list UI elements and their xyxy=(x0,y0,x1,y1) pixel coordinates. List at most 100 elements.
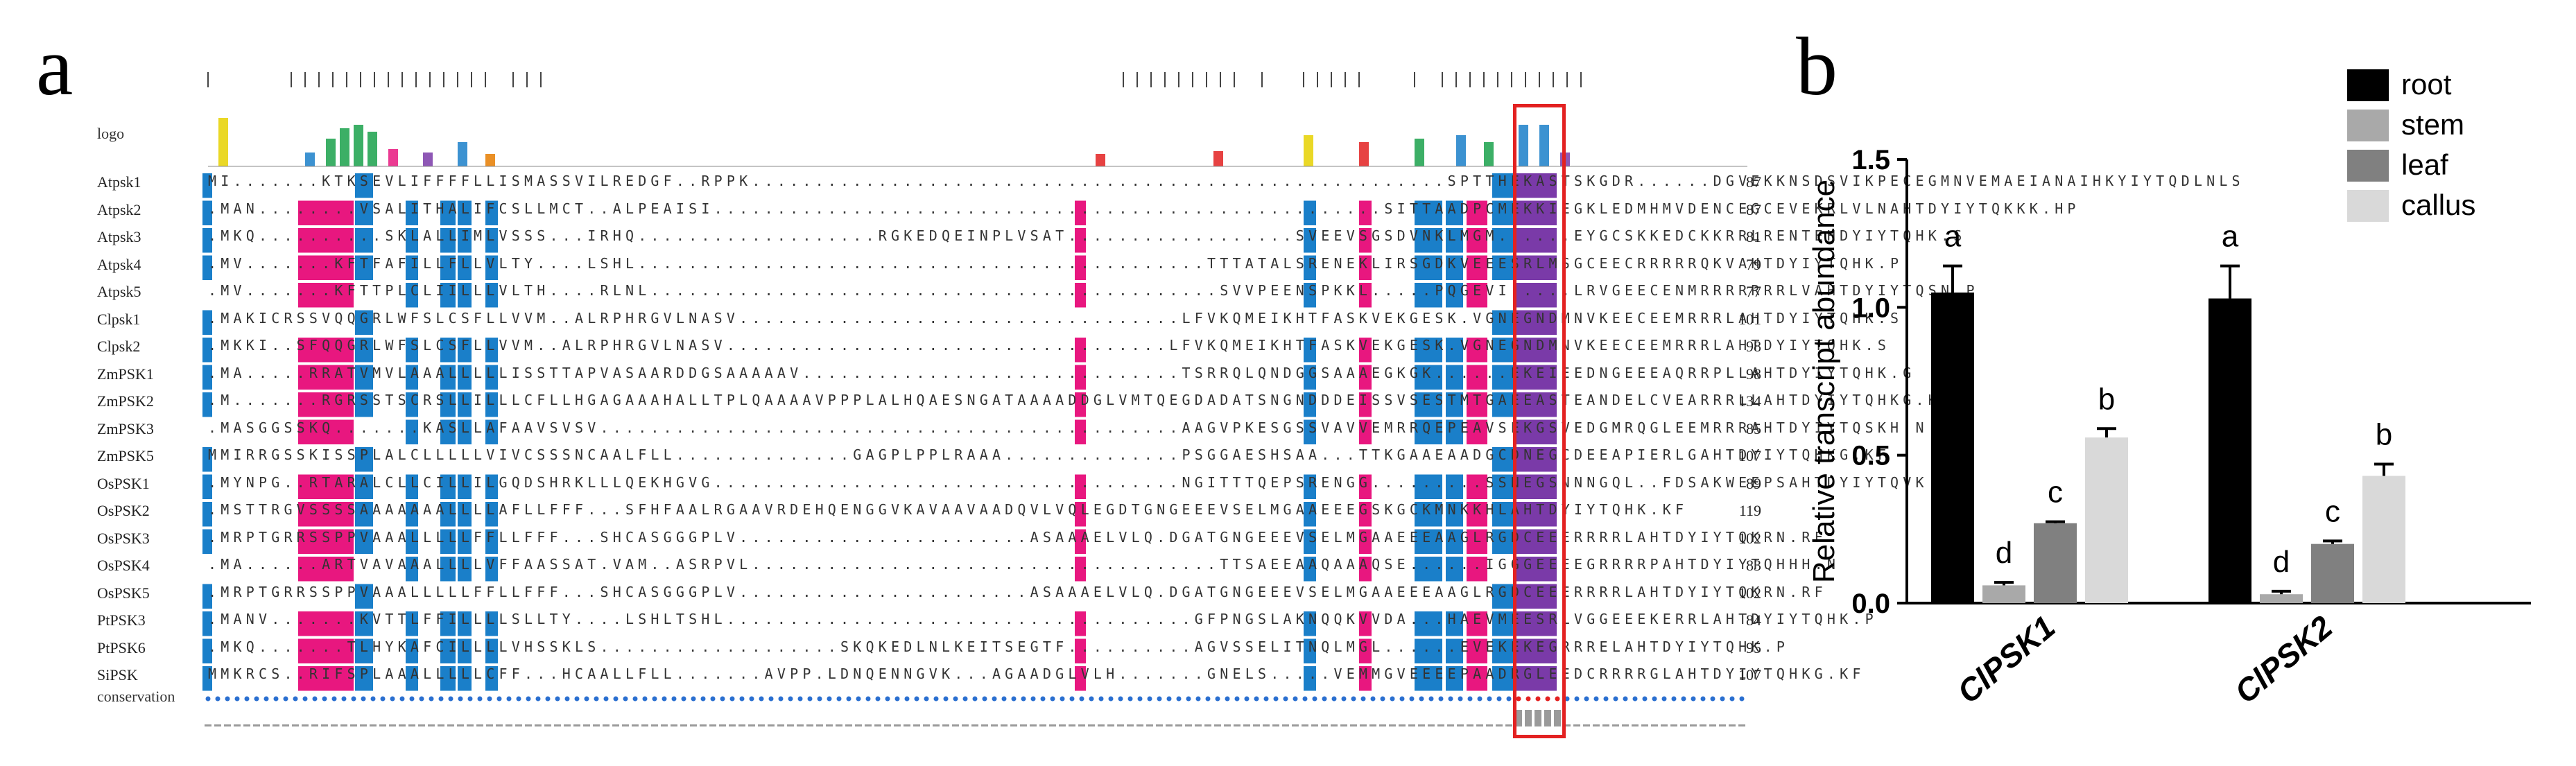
conservation-bar xyxy=(680,724,687,726)
significance-letter: a xyxy=(1944,220,1962,254)
residue-shade xyxy=(1446,557,1463,582)
residue-shade xyxy=(440,557,456,582)
logo-glyph xyxy=(218,118,228,166)
residue-shade xyxy=(1515,419,1557,444)
residue-shade xyxy=(485,283,498,308)
residue-shade xyxy=(440,666,456,691)
residue-shade xyxy=(1467,392,1487,417)
residue-shade xyxy=(355,392,373,417)
conservation-bar xyxy=(1719,724,1726,726)
conservation-bar xyxy=(836,724,842,726)
residue-shade xyxy=(406,502,418,527)
conservation-bar xyxy=(1214,724,1221,726)
conservation-dot xyxy=(1545,696,1550,702)
conservation-dot xyxy=(1496,696,1502,702)
sequence-length: 101 xyxy=(1738,310,1761,328)
conservation-dot xyxy=(1069,696,1075,702)
conservation-dot xyxy=(1535,696,1541,702)
sequence-length: 81 xyxy=(1746,228,1761,245)
conservation-dot xyxy=(613,696,619,702)
conservation-bar xyxy=(1729,724,1736,726)
conservation-dot xyxy=(584,696,589,702)
sequence-name: Clpsk2 xyxy=(97,338,141,355)
conservation-bar xyxy=(350,724,357,726)
conservation-dot xyxy=(1118,696,1123,702)
conservation-bar xyxy=(1350,724,1357,726)
conservation-dot xyxy=(1030,696,1036,702)
conservation-dot xyxy=(1399,696,1405,702)
residue-shade xyxy=(485,502,498,527)
conservation-bar xyxy=(1156,724,1163,726)
residue-shade xyxy=(440,502,456,527)
sequence-name: ZmPSK1 xyxy=(97,365,154,383)
residue-shade xyxy=(1075,474,1086,499)
conservation-dot xyxy=(700,696,706,702)
conservation-dot xyxy=(254,696,259,702)
residue-shade xyxy=(1446,283,1463,308)
conservation-bar xyxy=(874,724,881,726)
conservation-dot xyxy=(1157,696,1162,702)
residue-shade xyxy=(1415,228,1442,253)
logo-glyph xyxy=(1304,135,1313,166)
residue-shade xyxy=(1446,392,1463,417)
residue-shade xyxy=(406,557,418,582)
residue-shade xyxy=(458,529,472,554)
residue-shade xyxy=(312,474,354,499)
conservation-bar xyxy=(913,724,920,726)
residue-shade xyxy=(1304,638,1316,663)
conservation-dot xyxy=(1671,696,1677,702)
residue-shade xyxy=(1515,173,1557,198)
bar-stem xyxy=(2260,594,2303,603)
conservation-bar xyxy=(1117,724,1124,726)
residue-shade xyxy=(1492,638,1513,663)
y-axis-label: Relative transcript abundance xyxy=(1807,180,1841,583)
residue-shade xyxy=(440,338,456,363)
bar-leaf xyxy=(2034,523,2077,603)
residue-shade xyxy=(298,611,312,636)
conservation-dot xyxy=(1021,696,1026,702)
conservation-bar xyxy=(1253,724,1260,726)
residue-shade xyxy=(1075,283,1086,308)
conservation-dot xyxy=(564,696,570,702)
conservation-dot xyxy=(1506,696,1512,702)
residue-shade xyxy=(1515,474,1557,499)
residue-shade xyxy=(458,502,472,527)
conservation-bar xyxy=(1583,724,1590,726)
conservation-dot xyxy=(972,696,978,702)
conservation-bar xyxy=(806,724,813,726)
residue-shade xyxy=(202,447,212,472)
conservation-bar xyxy=(1700,724,1706,726)
conservation-row-label: conservation xyxy=(97,688,175,705)
conservation-bar xyxy=(1486,724,1493,726)
conservation-bar xyxy=(923,724,930,726)
residue-shade xyxy=(1515,447,1557,472)
sequence-length: 87 xyxy=(1746,173,1761,191)
residue-shade xyxy=(1492,173,1513,198)
conservation-dot xyxy=(1613,696,1618,702)
residue-shade xyxy=(1359,392,1372,417)
residue-shade xyxy=(1492,200,1513,225)
residue-shade xyxy=(298,638,312,663)
residue-shade xyxy=(298,283,312,308)
conservation-dot xyxy=(448,696,453,702)
bar-callus xyxy=(2362,476,2405,603)
conservation-bar xyxy=(418,724,425,726)
sequence-residues: .MSTTRGVSSSSAAAAAAALLLLAFLLFFF...SFHFAAL… xyxy=(208,501,1688,518)
residue-shade xyxy=(202,228,212,253)
conservation-bar xyxy=(535,724,542,726)
conservation-dot xyxy=(691,696,696,702)
residue-shade xyxy=(440,365,456,390)
conservation-bar xyxy=(700,724,707,726)
logo-glyph xyxy=(305,153,315,166)
residue-shade xyxy=(1075,228,1086,253)
residue-shade xyxy=(406,283,418,308)
conservation-dot xyxy=(370,696,376,702)
conservation-dot xyxy=(215,696,221,702)
conservation-bar xyxy=(496,724,503,726)
conservation-bar xyxy=(651,724,658,726)
sequence-residues: MMKRCS..RIFSPLAAALLLLLCFF...HCAALLFLL...… xyxy=(208,665,1865,682)
sequence-residues: MI.......KTKSEVLIFFFFLLISMASSVILREDGF..R… xyxy=(208,173,2245,189)
residue-shade xyxy=(440,228,456,253)
logo-glyph xyxy=(1213,151,1223,166)
residue-shade xyxy=(298,419,312,444)
